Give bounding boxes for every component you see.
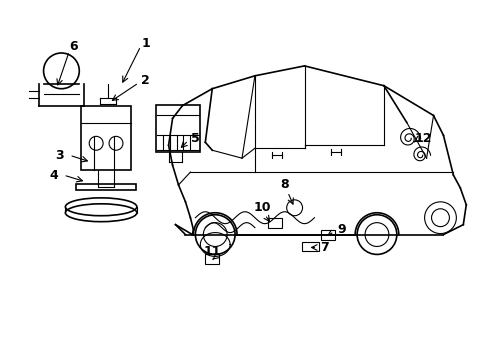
Text: 12: 12 (415, 132, 432, 145)
Text: 9: 9 (337, 223, 345, 236)
Text: 8: 8 (280, 179, 289, 192)
Text: 7: 7 (320, 241, 329, 254)
Text: 6: 6 (69, 40, 77, 53)
Text: 11: 11 (203, 245, 221, 258)
Text: 10: 10 (253, 201, 270, 214)
Text: 3: 3 (55, 149, 64, 162)
Text: 1: 1 (142, 37, 150, 50)
Text: 4: 4 (49, 168, 58, 181)
Text: 2: 2 (142, 74, 150, 87)
Text: 5: 5 (191, 132, 200, 145)
